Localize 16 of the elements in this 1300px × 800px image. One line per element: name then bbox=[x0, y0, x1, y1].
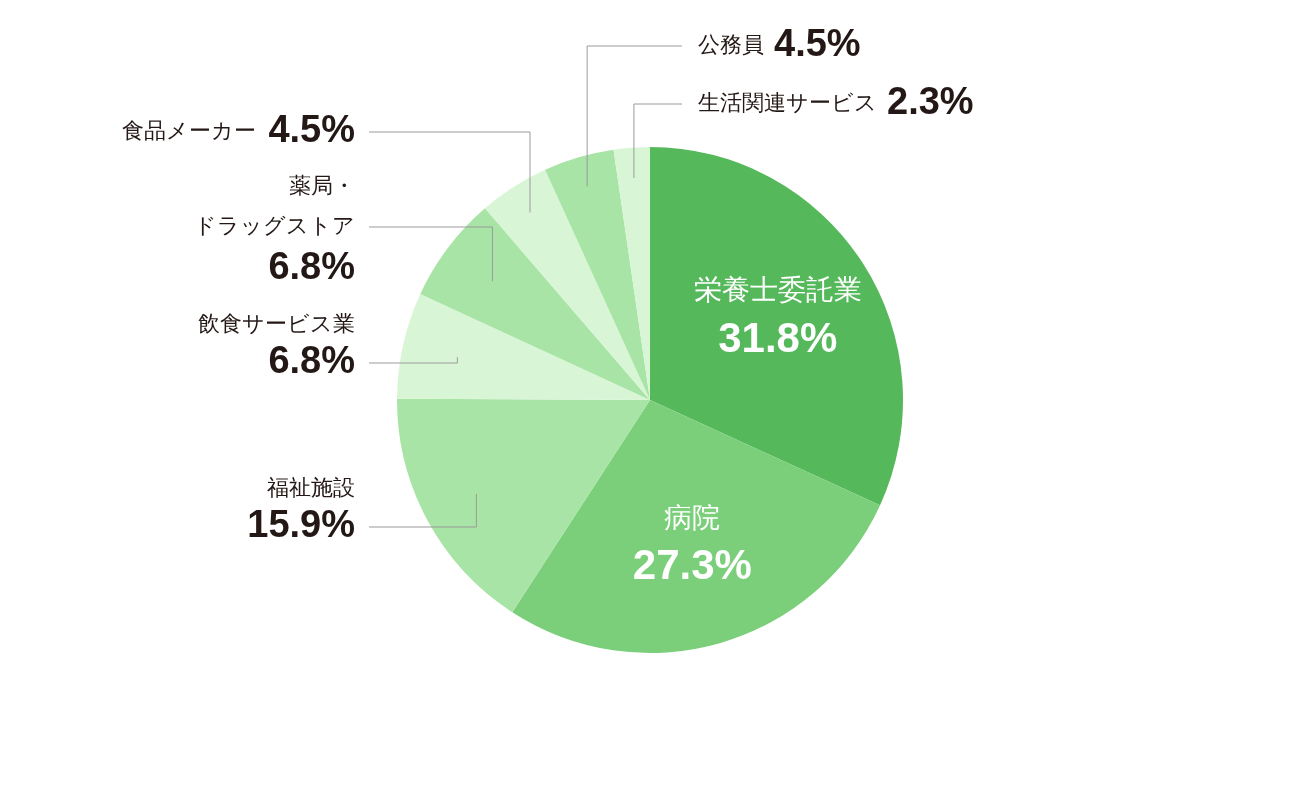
data-label: 4.5% bbox=[268, 108, 355, 151]
data-label: 4.5% bbox=[774, 22, 861, 65]
data-label: 31.8% bbox=[718, 313, 838, 361]
slice-label: 福祉施設 bbox=[267, 474, 355, 500]
slice-label: 飲食サービス業 bbox=[198, 310, 355, 336]
slice-label: 病院 bbox=[664, 501, 721, 535]
data-label: 2.3% bbox=[887, 80, 974, 123]
slice-label: 栄養士委託業 bbox=[693, 273, 862, 307]
data-label: 6.8% bbox=[268, 339, 355, 382]
data-label: 27.3% bbox=[632, 541, 752, 589]
slice-label: 食品メーカー bbox=[122, 117, 257, 143]
slice-label: 生活関連サービス bbox=[698, 89, 877, 115]
data-label: 6.8% bbox=[268, 245, 355, 288]
data-label: 15.9% bbox=[247, 503, 355, 546]
slice-label: 薬局・ドラッグストア bbox=[194, 172, 355, 238]
slice-label: 公務員 bbox=[698, 31, 764, 57]
